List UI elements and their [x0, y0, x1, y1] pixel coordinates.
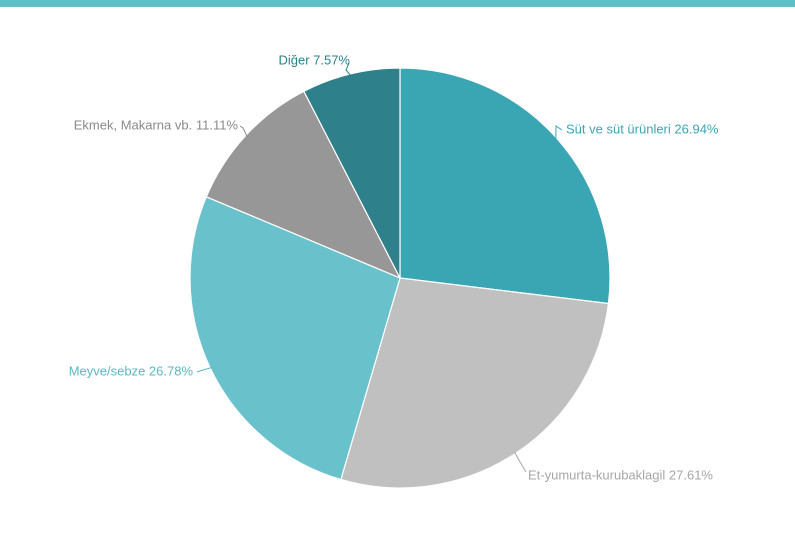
label-connector-1	[555, 125, 563, 141]
label-connector-2	[513, 451, 527, 473]
label-connector-4	[239, 125, 248, 138]
label-connector-3	[196, 366, 213, 373]
slice-label-3: Meyve/sebze 26.78%	[69, 363, 194, 378]
slice-label-2: Et-yumurta-kurubaklagil 27.61%	[528, 467, 713, 482]
pie-slice-5	[303, 67, 401, 279]
label-connectors	[196, 62, 563, 473]
label-connector-5	[345, 62, 352, 77]
slice-label-4: Ekmek, Makarna vb. 11.11%	[74, 117, 239, 132]
pie-slice-1	[399, 67, 611, 305]
slice-label-1: Süt ve süt ürünleri 26.94%	[566, 121, 719, 136]
slice-label-5: Diğer 7.57%	[278, 52, 350, 67]
top-accent-bar	[0, 0, 795, 7]
slice-labels: Süt ve süt ürünleri 26.94% Et-yumurta-kur…	[69, 52, 719, 482]
pie-slices	[189, 67, 611, 489]
pie-slice-4	[205, 90, 402, 280]
